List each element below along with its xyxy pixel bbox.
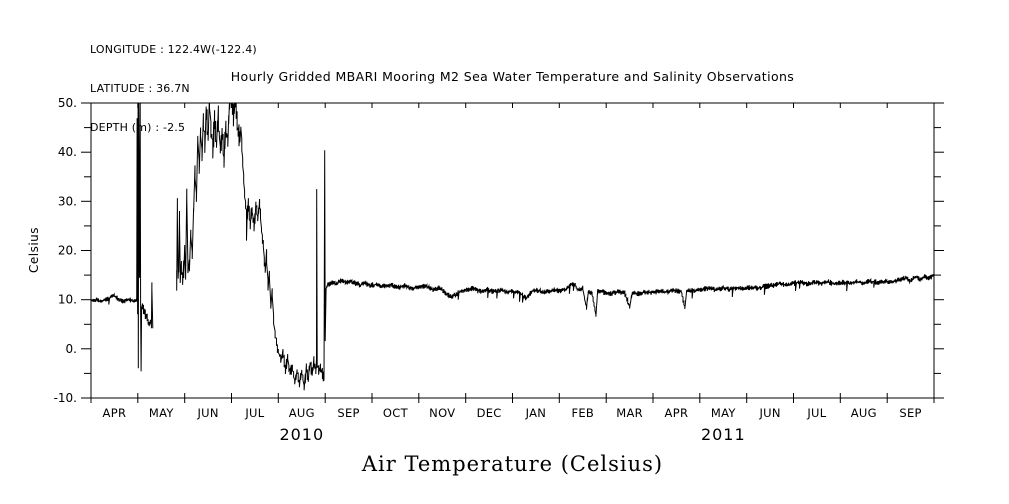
longitude-label: LONGITUDE : 122.4W(-122.4) [90, 43, 257, 56]
y-tick-label: 20. [58, 244, 77, 258]
y-tick-label: -10. [54, 391, 77, 405]
month-label: APR [103, 406, 127, 420]
latitude-label: LATITUDE : 36.7N [90, 82, 190, 95]
temperature-series-segment-0 [91, 103, 154, 372]
month-label: AUG [851, 406, 877, 420]
temperature-series-segment-1 [176, 103, 934, 391]
month-label: DEC [477, 406, 502, 420]
month-label: NOV [429, 406, 455, 420]
month-label: MAR [616, 406, 643, 420]
year-label: 2011 [701, 425, 746, 444]
month-label: JUN [758, 406, 780, 420]
y-tick-label: 50. [58, 96, 77, 110]
month-label: MAY [711, 406, 736, 420]
y-tick-label: 40. [58, 145, 77, 159]
month-label: JUN [196, 406, 218, 420]
month-label: MAY [149, 406, 174, 420]
month-label: FEB [571, 406, 594, 420]
year-label: 2010 [279, 425, 324, 444]
month-label: JUL [244, 406, 264, 420]
month-label: SEP [899, 406, 921, 420]
plot-frame [90, 102, 935, 399]
chart-caption: Air Temperature (Celsius) [361, 452, 664, 476]
month-label: JUL [806, 406, 826, 420]
month-label: SEP [337, 406, 359, 420]
y-tick-label: 0. [66, 342, 77, 356]
month-label: OCT [383, 406, 409, 420]
month-label: JAN [525, 406, 547, 420]
y-tick-label: 30. [58, 194, 77, 208]
month-label: APR [665, 406, 689, 420]
y-tick-label: 10. [58, 293, 77, 307]
month-label: AUG [289, 406, 315, 420]
plot-title: Hourly Gridded MBARI Mooring M2 Sea Wate… [230, 69, 795, 84]
